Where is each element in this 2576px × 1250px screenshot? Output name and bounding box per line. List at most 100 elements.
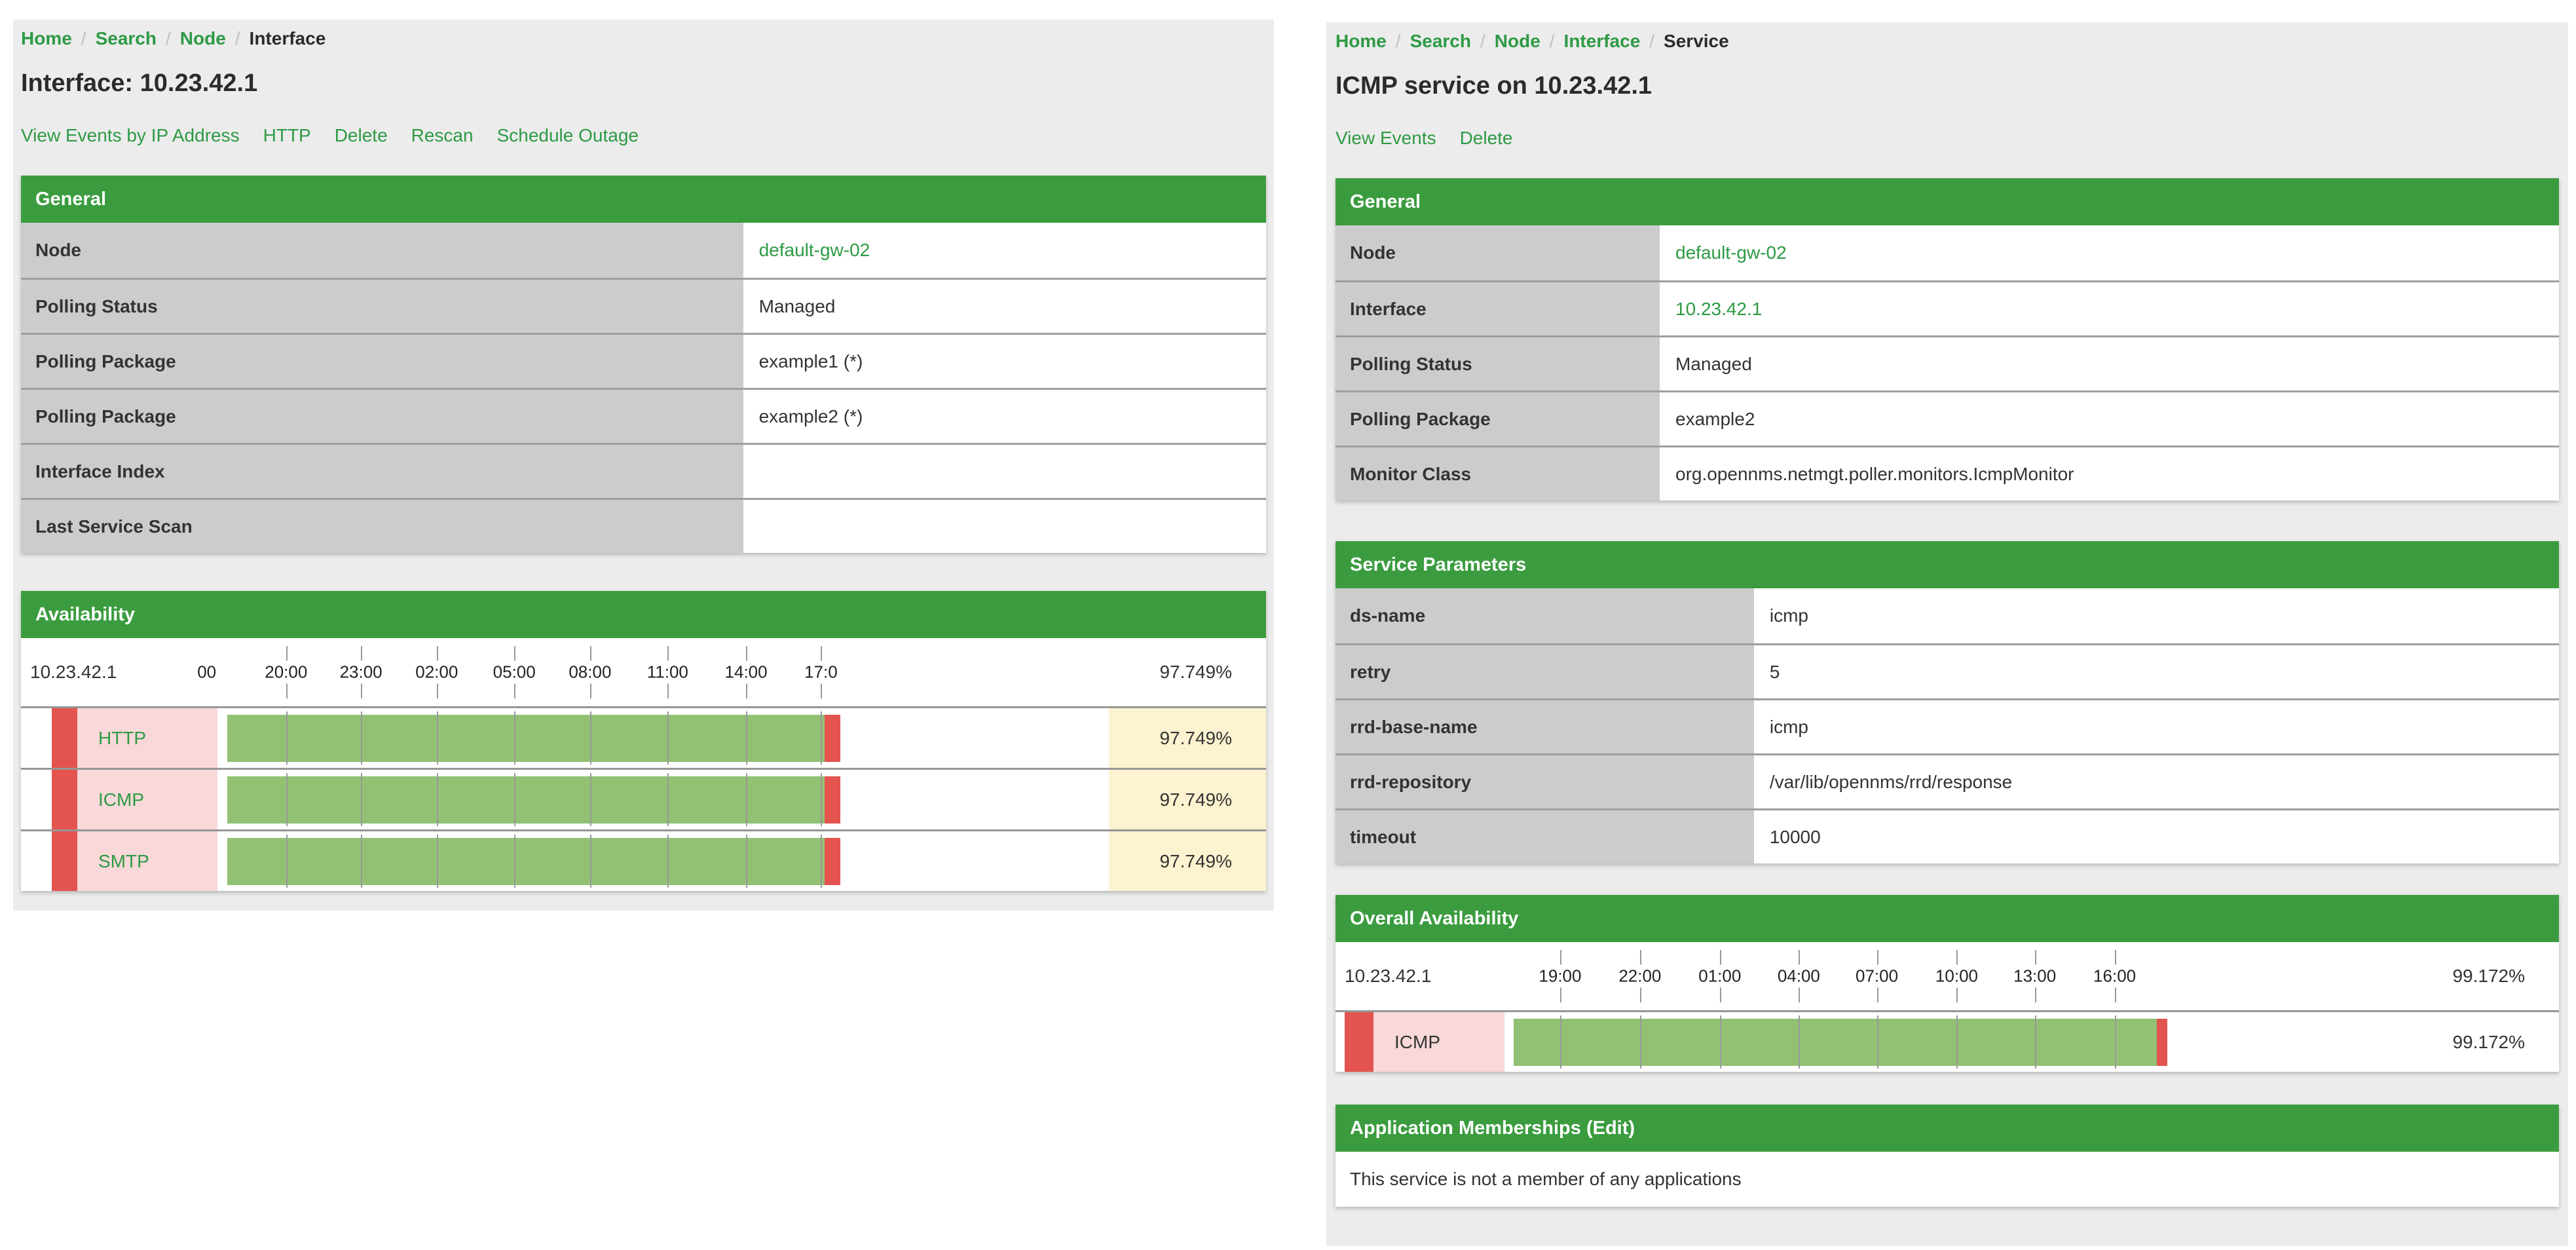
axis-tick bbox=[667, 773, 669, 826]
axis-time-label: 08:00 bbox=[565, 660, 616, 684]
section-header: Service Parameters bbox=[1335, 541, 2559, 588]
service-smtp-link[interactable]: SMTP bbox=[98, 850, 149, 871]
row-label: rrd-repository bbox=[1335, 755, 1754, 808]
outage-indicator-cell bbox=[52, 770, 77, 829]
section-header: General bbox=[21, 176, 1266, 223]
availability-axis-row: 10.23.42.1 00 20:00 23:00 02:00 05:00 08:00 11… bbox=[21, 638, 1266, 706]
availability-bar-green bbox=[227, 714, 825, 762]
general-table: General Node default-gw-02 Polling Statu… bbox=[21, 176, 1266, 553]
table-row: Interface 10.23.42.1 bbox=[1335, 280, 2559, 335]
table-row: rrd-base-name icmp bbox=[1335, 698, 2559, 753]
breadcrumb-separator: / bbox=[165, 28, 171, 48]
service-http-link[interactable]: HTTP bbox=[98, 727, 147, 748]
axis-time-label: 23:00 bbox=[335, 660, 386, 684]
view-events-by-ip-link[interactable]: View Events by IP Address bbox=[21, 125, 240, 145]
axis-tick bbox=[667, 711, 669, 765]
axis-tick bbox=[589, 711, 591, 765]
schedule-outage-link[interactable]: Schedule Outage bbox=[496, 125, 639, 145]
rescan-link[interactable]: Rescan bbox=[411, 125, 474, 145]
breadcrumb-separator: / bbox=[1480, 31, 1485, 51]
axis-tick bbox=[436, 835, 438, 888]
axis-tick bbox=[821, 773, 823, 826]
axis-tick bbox=[1719, 1015, 1721, 1069]
action-links: View Events by IP Address HTTP Delete Re… bbox=[21, 124, 1266, 147]
delete-link[interactable]: Delete bbox=[334, 125, 388, 145]
http-link[interactable]: HTTP bbox=[263, 125, 311, 145]
breadcrumb-separator: / bbox=[234, 28, 240, 48]
application-memberships-table: Application Memberships (Edit) This serv… bbox=[1335, 1105, 2559, 1207]
interface-link[interactable]: 10.23.42.1 bbox=[1675, 298, 1763, 319]
availability-bar-outage bbox=[824, 714, 841, 762]
axis-tick bbox=[514, 773, 516, 826]
node-link[interactable]: default-gw-02 bbox=[1675, 242, 1787, 263]
availability-bar-outage bbox=[2156, 1018, 2168, 1066]
availability-table: Availability 10.23.42.1 00 20:00 23:00 02:0… bbox=[21, 591, 1266, 891]
table-row: Polling Package example1 (*) bbox=[21, 333, 1266, 388]
row-label: Node bbox=[21, 223, 743, 278]
row-label: rrd-base-name bbox=[1335, 700, 1754, 753]
row-label: Polling Package bbox=[21, 335, 743, 388]
table-row: Last Service Scan bbox=[21, 498, 1266, 553]
ip-address-label: 10.23.42.1 bbox=[1345, 966, 1432, 986]
table-row: Polling Package example2 bbox=[1335, 390, 2559, 445]
table-row: Monitor Class org.opennms.netmgt.poller.… bbox=[1335, 445, 2559, 501]
availability-bar-green bbox=[227, 776, 825, 824]
service-percent: 99.172% bbox=[2452, 1031, 2525, 1052]
availability-service-row: ICMP 97.749% bbox=[21, 768, 1266, 829]
breadcrumb-search[interactable]: Search bbox=[1409, 31, 1471, 51]
interface-page-panel: Home / Search / Node / Interface Interfa… bbox=[13, 20, 1274, 911]
row-label: Polling Package bbox=[1335, 392, 1660, 445]
breadcrumb-node[interactable]: Node bbox=[1494, 31, 1540, 51]
axis-tick bbox=[667, 835, 669, 888]
ip-address-label: 10.23.42.1 bbox=[30, 662, 117, 682]
breadcrumb-interface[interactable]: Interface bbox=[1563, 31, 1641, 51]
axis-tick bbox=[514, 711, 516, 765]
row-value: example1 (*) bbox=[743, 335, 1266, 388]
breadcrumb-home[interactable]: Home bbox=[1335, 31, 1387, 51]
axis-tick bbox=[286, 835, 288, 888]
axis-tick bbox=[286, 773, 288, 826]
section-header: Application Memberships (Edit) bbox=[1335, 1105, 2559, 1152]
action-links: View Events Delete bbox=[1335, 127, 2559, 149]
axis-time-label: 01:00 bbox=[1694, 964, 1745, 988]
availability-bar-outage bbox=[824, 837, 841, 885]
row-label: Monitor Class bbox=[1335, 447, 1660, 501]
availability-bar-track bbox=[217, 770, 1109, 829]
axis-tick bbox=[436, 773, 438, 826]
availability-service-row: ICMP 99.172% bbox=[1335, 1010, 2559, 1072]
table-row: Polling Status Managed bbox=[1335, 335, 2559, 390]
axis-tick bbox=[361, 835, 363, 888]
breadcrumb-separator: / bbox=[1395, 31, 1401, 51]
breadcrumb-node[interactable]: Node bbox=[179, 28, 226, 48]
row-value: example2 (*) bbox=[743, 390, 1266, 443]
breadcrumb: Home / Search / Node / Interface bbox=[21, 28, 1266, 50]
page-title: ICMP service on 10.23.42.1 bbox=[1335, 72, 1652, 100]
general-table: General Node default-gw-02 Interface 10.… bbox=[1335, 178, 2559, 501]
view-events-link[interactable]: View Events bbox=[1335, 128, 1436, 148]
table-row: rrd-repository /var/lib/opennms/rrd/resp… bbox=[1335, 753, 2559, 808]
axis-tick bbox=[746, 773, 748, 826]
breadcrumb-home[interactable]: Home bbox=[21, 28, 72, 48]
axis-time-label: 14:00 bbox=[720, 660, 772, 684]
row-value: 10000 bbox=[1753, 810, 2559, 863]
availability-bar-track bbox=[217, 831, 1109, 891]
axis-tick bbox=[1799, 1015, 1801, 1069]
memberships-message: This service is not a member of any appl… bbox=[1335, 1152, 2559, 1207]
time-axis: 19:00 22:00 01:00 04:00 07:00 10:00 13:00 16:00 bbox=[1504, 942, 2402, 1010]
axis-tick bbox=[1559, 1015, 1561, 1069]
row-label: Interface Index bbox=[21, 445, 743, 498]
service-icmp-link[interactable]: ICMP bbox=[98, 789, 144, 810]
breadcrumb-search[interactable]: Search bbox=[95, 28, 157, 48]
row-label: Polling Status bbox=[21, 280, 743, 333]
row-value: 5 bbox=[1753, 645, 2559, 698]
delete-link[interactable]: Delete bbox=[1459, 128, 1513, 148]
axis-time-label: 10:00 bbox=[1931, 964, 1983, 988]
breadcrumb-interface: Interface bbox=[249, 28, 326, 48]
node-link[interactable]: default-gw-02 bbox=[758, 240, 870, 260]
axis-time-label: 04:00 bbox=[1773, 964, 1824, 988]
axis-tick bbox=[821, 711, 823, 765]
row-value: icmp bbox=[1753, 700, 2559, 753]
section-header: Availability bbox=[21, 591, 1266, 638]
axis-time-label: 20:00 bbox=[261, 660, 312, 684]
breadcrumb: Home / Search / Node / Interface / Servi… bbox=[1335, 30, 2559, 52]
